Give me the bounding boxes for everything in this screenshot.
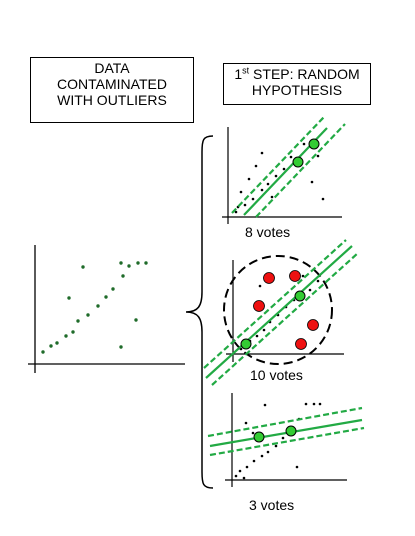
panel-3-sample-point — [253, 431, 265, 443]
data-contaminated-box: DATA CONTAMINATED WITH OUTLIERS — [30, 57, 194, 123]
panel-3-votes-label: 3 votes — [249, 497, 295, 513]
point — [41, 350, 45, 354]
first-step-box: 1st STEP: RANDOM HYPOTHESIS — [223, 63, 371, 105]
point — [71, 330, 75, 334]
point — [144, 261, 148, 265]
data-box-line-2: CONTAMINATED — [57, 76, 167, 92]
panel-2-consensus-circle — [223, 255, 333, 365]
panel-2-band-upper — [203, 239, 347, 369]
left-plot-points — [41, 261, 148, 354]
point — [121, 274, 125, 278]
first-step-line-1: 1st STEP: RANDOM — [224, 66, 370, 82]
step-ordinal-suffix: st — [242, 65, 250, 76]
panel-2-outlier — [263, 272, 275, 284]
data-box-line-3: WITH OUTLIERS — [57, 92, 167, 108]
left-plot — [28, 245, 185, 373]
panel-2-outlier — [295, 338, 307, 350]
panel-2-sample-point — [294, 290, 306, 302]
point — [134, 318, 138, 322]
panel-3-points — [234, 402, 322, 480]
point — [64, 334, 68, 338]
panel-2-votes-label: 10 votes — [250, 367, 303, 383]
panel-2-band-lower — [211, 252, 359, 386]
step-title: STEP: RANDOM — [249, 66, 360, 82]
point — [96, 304, 100, 308]
step-number: 1 — [234, 66, 243, 82]
point — [104, 295, 108, 299]
panel-1-band-upper — [231, 116, 325, 214]
point — [76, 319, 80, 323]
panel-3 — [207, 393, 365, 487]
panel-2-sample-point — [240, 338, 252, 350]
point — [67, 296, 71, 300]
panel-1-sample-point — [308, 138, 320, 150]
curly-brace — [185, 135, 214, 489]
panel-2-fit-line — [205, 245, 353, 379]
panel-1-points — [234, 142, 325, 214]
point — [86, 313, 90, 317]
panel-1-votes-label: 8 votes — [245, 224, 291, 240]
panel-2 — [203, 239, 359, 386]
point — [111, 287, 115, 291]
point — [55, 341, 59, 345]
first-step-line-2: HYPOTHESIS — [251, 82, 343, 98]
point — [81, 265, 85, 269]
panel-1 — [222, 116, 346, 224]
data-box-line-1: DATA — [94, 60, 130, 76]
panel-1-band-lower — [255, 123, 346, 218]
panel-3-band-upper — [207, 406, 363, 438]
point — [136, 261, 140, 265]
point — [49, 344, 53, 348]
point — [119, 345, 123, 349]
point — [119, 261, 123, 265]
panel-3-band-lower — [209, 426, 365, 457]
panel-2-outlier — [307, 319, 319, 331]
panel-2-outlier — [253, 300, 265, 312]
panel-1-sample-point — [292, 156, 304, 168]
panel-3-sample-point — [285, 425, 297, 437]
panel-2-outlier — [289, 270, 301, 282]
point — [127, 264, 131, 268]
